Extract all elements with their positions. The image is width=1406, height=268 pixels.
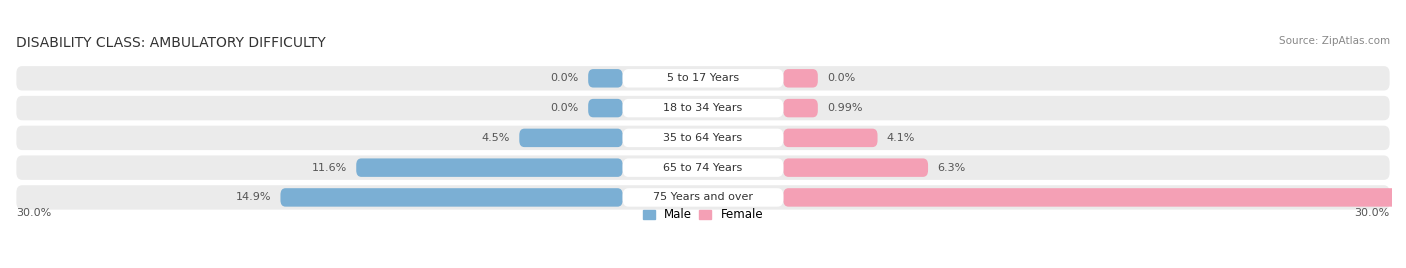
- Text: 4.1%: 4.1%: [887, 133, 915, 143]
- FancyBboxPatch shape: [623, 158, 783, 177]
- Text: 75 Years and over: 75 Years and over: [652, 192, 754, 202]
- FancyBboxPatch shape: [519, 129, 623, 147]
- FancyBboxPatch shape: [588, 99, 623, 117]
- FancyBboxPatch shape: [783, 99, 818, 117]
- Text: 35 to 64 Years: 35 to 64 Years: [664, 133, 742, 143]
- Text: 0.0%: 0.0%: [551, 103, 579, 113]
- Text: 0.0%: 0.0%: [827, 73, 855, 83]
- Text: 14.9%: 14.9%: [236, 192, 271, 202]
- Text: 0.0%: 0.0%: [551, 73, 579, 83]
- Text: 6.3%: 6.3%: [938, 163, 966, 173]
- Text: Source: ZipAtlas.com: Source: ZipAtlas.com: [1278, 36, 1389, 46]
- FancyBboxPatch shape: [17, 66, 1389, 91]
- Text: 30.0%: 30.0%: [17, 208, 52, 218]
- Text: 5 to 17 Years: 5 to 17 Years: [666, 73, 740, 83]
- Text: 11.6%: 11.6%: [312, 163, 347, 173]
- FancyBboxPatch shape: [17, 185, 1389, 210]
- Text: 4.5%: 4.5%: [482, 133, 510, 143]
- Text: 18 to 34 Years: 18 to 34 Years: [664, 103, 742, 113]
- FancyBboxPatch shape: [783, 188, 1403, 207]
- Text: 65 to 74 Years: 65 to 74 Years: [664, 163, 742, 173]
- FancyBboxPatch shape: [280, 188, 623, 207]
- FancyBboxPatch shape: [17, 155, 1389, 180]
- Text: 30.0%: 30.0%: [1354, 208, 1389, 218]
- FancyBboxPatch shape: [623, 129, 783, 147]
- FancyBboxPatch shape: [588, 69, 623, 88]
- FancyBboxPatch shape: [356, 158, 623, 177]
- FancyBboxPatch shape: [623, 99, 783, 117]
- Text: DISABILITY CLASS: AMBULATORY DIFFICULTY: DISABILITY CLASS: AMBULATORY DIFFICULTY: [17, 36, 326, 50]
- FancyBboxPatch shape: [623, 69, 783, 88]
- Legend: Male, Female: Male, Female: [643, 208, 763, 221]
- FancyBboxPatch shape: [783, 69, 818, 88]
- FancyBboxPatch shape: [783, 158, 928, 177]
- FancyBboxPatch shape: [623, 188, 783, 207]
- FancyBboxPatch shape: [783, 129, 877, 147]
- FancyBboxPatch shape: [17, 96, 1389, 120]
- FancyBboxPatch shape: [17, 126, 1389, 150]
- Text: 0.99%: 0.99%: [827, 103, 862, 113]
